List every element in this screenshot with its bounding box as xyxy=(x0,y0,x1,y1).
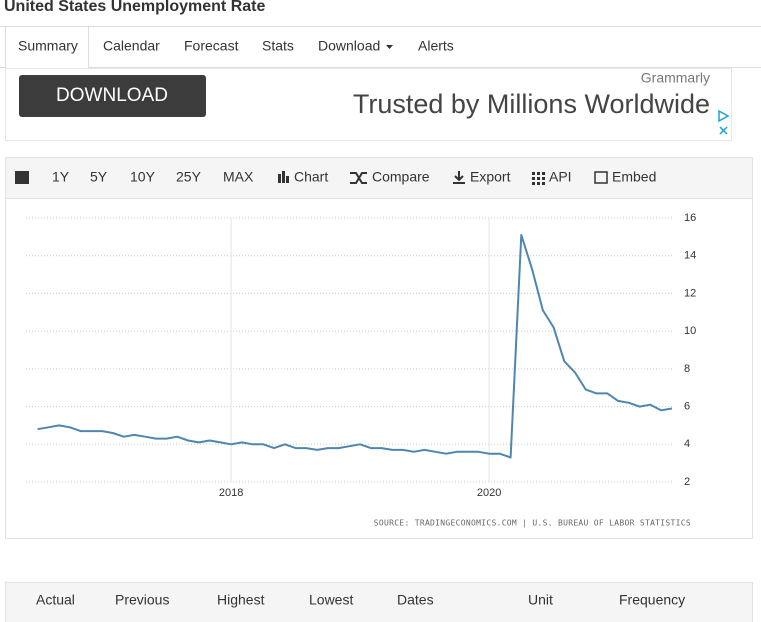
toolbar xyxy=(5,157,753,199)
nav-tab[interactable]: Forecast xyxy=(184,38,239,54)
chart-icon xyxy=(278,174,281,183)
data-line xyxy=(37,234,673,459)
toolbar-button[interactable]: 5Y xyxy=(90,169,108,185)
nav-tab[interactable]: Download xyxy=(318,38,380,54)
chart-icon xyxy=(286,176,289,183)
embed-icon xyxy=(594,171,608,184)
chart-panel xyxy=(5,157,753,539)
ad-headline: Trusted by Millions Worldwide xyxy=(353,89,710,119)
toolbar-button[interactable]: MAX xyxy=(223,169,254,185)
page-title: United States Unemployment Rate xyxy=(4,0,265,15)
table-header-cell: Actual xyxy=(36,592,75,608)
toolbar-button[interactable]: 25Y xyxy=(176,169,202,185)
api-icon xyxy=(532,172,545,185)
dropdown-caret xyxy=(386,45,393,49)
nav-tab[interactable]: Alerts xyxy=(418,38,454,54)
ad-button-label: DOWNLOAD xyxy=(56,85,168,106)
toolbar-button[interactable]: Export xyxy=(470,169,511,185)
table-header-cell: Dates xyxy=(397,592,434,608)
x-tick-label: 2020 xyxy=(477,487,501,499)
export-icon xyxy=(453,171,465,184)
y-tick-label: 2 xyxy=(684,476,690,488)
active-tab[interactable] xyxy=(5,26,89,68)
y-tick-label: 16 xyxy=(684,212,696,224)
ad-brand: Grammarly xyxy=(641,70,710,86)
nav-tab[interactable]: Stats xyxy=(262,38,294,54)
table-header-cell: Highest xyxy=(217,592,265,608)
ad-icon[interactable] xyxy=(718,109,730,123)
x-tick-label: 2018 xyxy=(219,487,243,499)
ad-button[interactable] xyxy=(19,75,206,117)
y-tick-label: 6 xyxy=(684,400,690,412)
y-tick-label: 4 xyxy=(684,438,690,450)
nav-tab[interactable]: Calendar xyxy=(103,38,160,54)
chart-source: SOURCE: TRADINGECONOMICS.COM | U.S. BURE… xyxy=(374,519,691,528)
table-header xyxy=(5,582,753,622)
table-header-cell: Lowest xyxy=(309,592,353,608)
toolbar-button[interactable]: Embed xyxy=(612,169,656,185)
toolbar-button[interactable]: Chart xyxy=(294,169,328,185)
toolbar-button[interactable]: 1Y xyxy=(52,169,70,185)
y-tick-label: 12 xyxy=(684,287,696,299)
toolbar-button[interactable]: Compare xyxy=(372,169,430,185)
nav-tab[interactable]: Summary xyxy=(18,38,78,54)
table-header-cell: Frequency xyxy=(619,592,685,608)
y-tick-label: 14 xyxy=(684,250,696,262)
table-header-cell: Unit xyxy=(528,592,553,608)
compare-icon xyxy=(350,172,367,184)
ad-close[interactable] xyxy=(719,126,728,135)
calendar-icon[interactable] xyxy=(15,171,29,184)
chart-icon xyxy=(282,171,285,183)
toolbar-button[interactable]: 10Y xyxy=(130,169,156,185)
table-header-cell: Previous xyxy=(115,592,169,608)
toolbar-button[interactable]: API xyxy=(549,169,572,185)
y-tick-label: 8 xyxy=(684,363,690,375)
y-tick-label: 10 xyxy=(684,325,696,337)
